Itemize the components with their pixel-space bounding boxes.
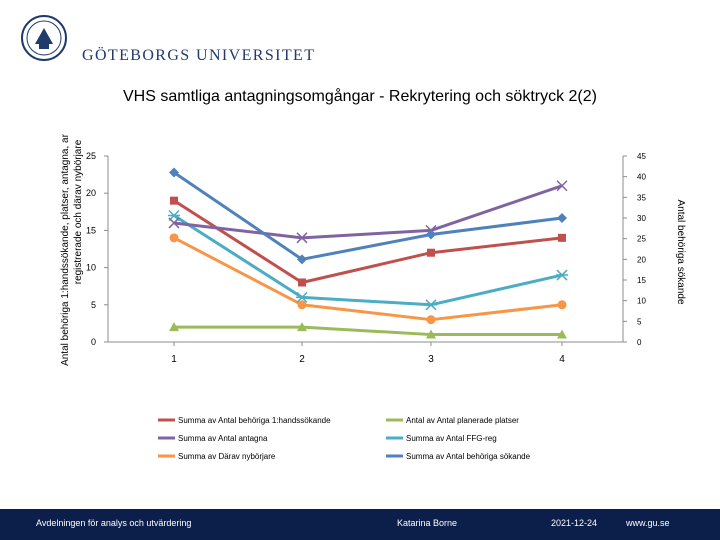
x-tick-label: 4 <box>559 354 565 365</box>
series-6-point <box>297 254 307 265</box>
series-4-point <box>296 291 308 303</box>
series-5-point <box>297 300 307 310</box>
y2-tick-label: 0 <box>637 338 642 347</box>
y2-tick-label: 15 <box>637 276 646 285</box>
series-1-point <box>427 248 435 257</box>
series-line-4 <box>173 214 563 307</box>
footer-author: Katarina Borne <box>397 518 458 528</box>
legend-label: Summa av Antal antagna <box>178 434 268 443</box>
x-tick-label: 3 <box>428 354 434 365</box>
y2-axis-title: Antal behöriga sökande <box>675 199 686 305</box>
series-3-point <box>168 217 180 229</box>
y2-tick-label: 10 <box>637 297 646 306</box>
y-tick-label: 20 <box>86 188 96 198</box>
y2-tick-label: 5 <box>637 317 642 326</box>
y2-tick-label: 45 <box>637 152 646 161</box>
x-tick-label: 1 <box>171 354 177 365</box>
series-3-point <box>296 232 308 244</box>
university-header: GÖTEBORGS UNIVERSITET <box>20 14 340 68</box>
y-axis-title-line-2: registrerade och därav nybörjare <box>73 139 84 284</box>
chart-title: VHS samtliga antagningsomgångar - Rekryt… <box>123 88 597 105</box>
legend-label: Summa av Därav nybörjare <box>178 452 276 461</box>
series-line-3 <box>173 184 563 240</box>
series-4-point <box>425 299 437 311</box>
series-line-6 <box>173 171 563 261</box>
line-chart: 0 5 10 15 20 25 0 5 10 15 20 25 30 35 40 45 1 2 3 4 Antal be… <box>60 133 686 461</box>
footer-website[interactable]: www.gu.se <box>626 518 670 528</box>
series-2-point <box>426 329 436 339</box>
series-4-point <box>556 269 568 281</box>
series-3-point <box>556 180 568 192</box>
y2-tick-label: 30 <box>637 214 646 223</box>
legend-label: Antal av Antal planerade platser <box>406 416 519 425</box>
footer-bar: Avdelningen för analys och utvärdering K… <box>0 509 720 540</box>
series-5-point <box>557 300 567 310</box>
y2-tick-label: 40 <box>637 173 646 182</box>
x-tick-label: 2 <box>299 354 305 365</box>
legend-label: Summa av Antal FFG-reg <box>406 434 497 443</box>
legend-label: Summa av Antal behöriga sökande <box>406 452 531 461</box>
y-tick-label: 25 <box>86 151 96 161</box>
y-tick-label: 15 <box>86 225 96 235</box>
y2-tick-label: 35 <box>637 193 646 202</box>
series-line-5 <box>173 236 563 322</box>
y2-tick-label: 25 <box>637 235 646 244</box>
university-name: GÖTEBORGS UNIVERSITET <box>82 47 316 64</box>
series-2-point <box>557 329 567 339</box>
series-5-point <box>426 315 436 325</box>
series-line-1 <box>173 199 563 284</box>
university-seal-icon <box>21 15 67 61</box>
series-6-point <box>169 167 179 178</box>
footer-date: 2021-12-24 <box>551 518 598 528</box>
y-tick-label: 0 <box>91 337 96 347</box>
series-1-point <box>558 233 566 242</box>
series-line-2 <box>174 325 562 337</box>
series-6-point <box>557 213 567 223</box>
legend-label: Summa av Antal behöriga 1:handssökande <box>178 416 331 425</box>
series-2-point <box>169 322 179 332</box>
series-2-point <box>297 322 307 332</box>
series-5-point <box>169 233 179 243</box>
y-tick-label: 10 <box>86 263 96 273</box>
series-1-point <box>298 278 306 287</box>
y-axis-title-line-1: Antal behöriga 1:handssökande, platser, … <box>60 133 71 366</box>
y-tick-label: 5 <box>91 300 96 310</box>
series-6-point <box>426 229 436 240</box>
footer-department: Avdelningen för analys och utvärdering <box>36 518 192 528</box>
series-1-point <box>170 196 178 205</box>
y2-tick-label: 20 <box>637 255 646 264</box>
